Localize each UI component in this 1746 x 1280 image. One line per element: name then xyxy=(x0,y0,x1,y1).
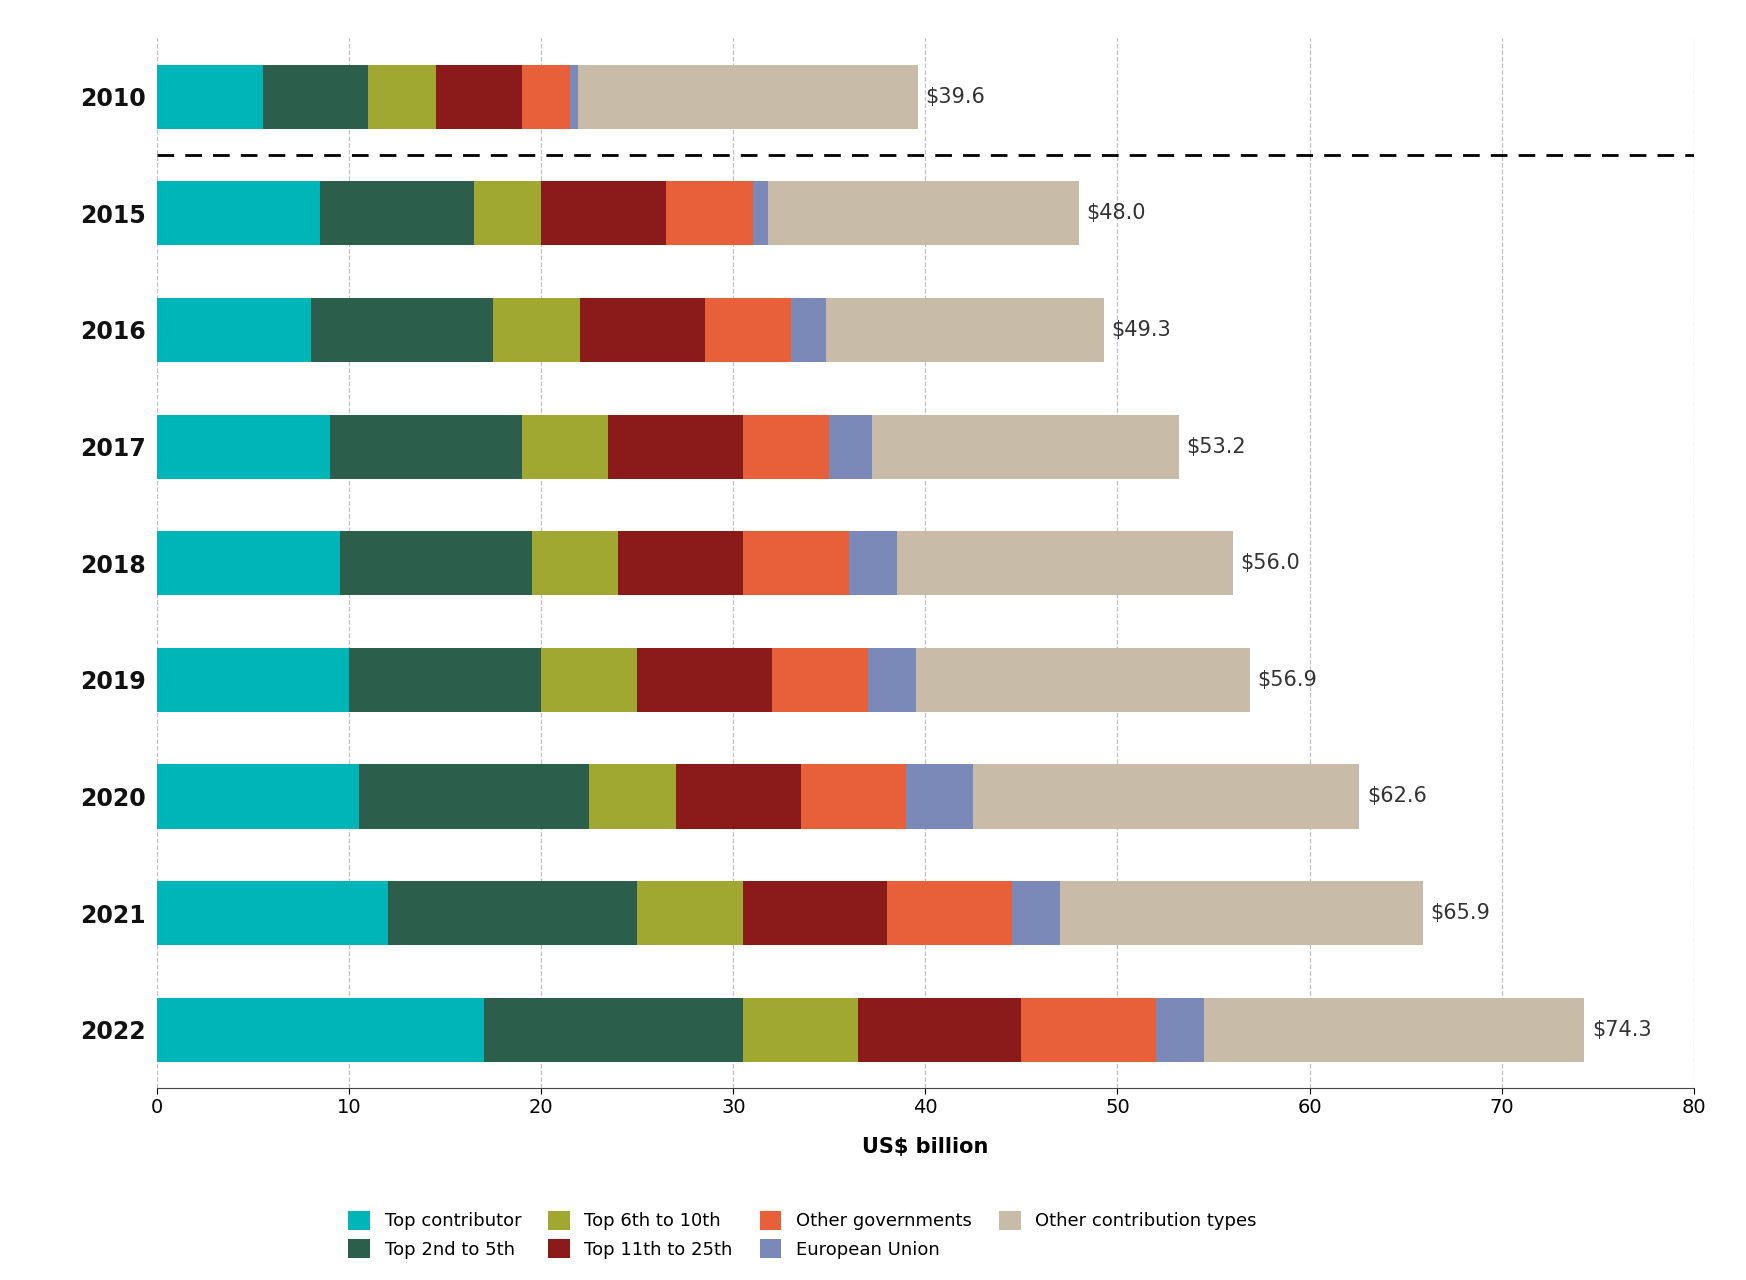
Bar xyxy=(768,182,1079,246)
Bar xyxy=(1060,881,1423,945)
Bar xyxy=(887,881,1013,945)
Bar xyxy=(744,997,859,1062)
Bar xyxy=(522,64,571,129)
Bar xyxy=(705,298,791,362)
Bar xyxy=(974,764,1360,828)
Text: $74.3: $74.3 xyxy=(1592,1020,1652,1039)
Bar xyxy=(388,881,637,945)
Bar xyxy=(157,64,264,129)
Bar xyxy=(157,648,349,712)
Bar xyxy=(906,764,974,828)
Bar xyxy=(541,182,667,246)
Bar xyxy=(609,415,744,479)
Bar xyxy=(157,881,388,945)
Text: $62.6: $62.6 xyxy=(1367,786,1426,806)
Bar xyxy=(1013,881,1060,945)
Legend: Top contributor, Top 2nd to 5th, Top 6th to 10th, Top 11th to 25th, Other govern: Top contributor, Top 2nd to 5th, Top 6th… xyxy=(339,1202,1266,1267)
X-axis label: US$ billion: US$ billion xyxy=(863,1137,988,1157)
Text: $56.9: $56.9 xyxy=(1257,669,1318,690)
Bar xyxy=(368,64,436,129)
Bar xyxy=(580,298,705,362)
Bar xyxy=(157,182,321,246)
Bar xyxy=(339,531,533,595)
Bar xyxy=(264,64,368,129)
Bar xyxy=(1205,997,1584,1062)
Bar xyxy=(801,764,906,828)
Bar xyxy=(157,997,484,1062)
Bar xyxy=(637,881,744,945)
Bar xyxy=(1156,997,1205,1062)
Text: $56.0: $56.0 xyxy=(1240,553,1301,573)
Bar xyxy=(157,531,339,595)
Bar xyxy=(157,415,330,479)
Text: $39.6: $39.6 xyxy=(925,87,985,106)
Bar xyxy=(637,648,772,712)
Text: $53.2: $53.2 xyxy=(1187,436,1247,457)
Bar xyxy=(917,648,1250,712)
Bar xyxy=(541,648,637,712)
Bar xyxy=(571,64,578,129)
Bar xyxy=(1021,997,1156,1062)
Bar xyxy=(157,764,360,828)
Text: $65.9: $65.9 xyxy=(1430,904,1491,923)
Bar xyxy=(871,415,1179,479)
Bar xyxy=(360,764,590,828)
Bar xyxy=(829,415,871,479)
Text: $48.0: $48.0 xyxy=(1086,204,1145,223)
Bar xyxy=(330,415,522,479)
Bar xyxy=(436,64,522,129)
Bar xyxy=(744,531,849,595)
Bar xyxy=(321,182,475,246)
Bar xyxy=(475,182,541,246)
Bar xyxy=(349,648,541,712)
Bar xyxy=(826,298,1103,362)
Bar xyxy=(590,764,676,828)
Bar xyxy=(772,648,868,712)
Bar xyxy=(868,648,917,712)
Bar xyxy=(157,298,311,362)
Bar xyxy=(311,298,494,362)
Bar xyxy=(667,182,753,246)
Bar xyxy=(618,531,744,595)
Bar xyxy=(897,531,1233,595)
Bar xyxy=(849,531,897,595)
Bar xyxy=(484,997,744,1062)
Bar xyxy=(744,415,829,479)
Text: $49.3: $49.3 xyxy=(1112,320,1172,340)
Bar xyxy=(753,182,768,246)
Bar xyxy=(744,881,887,945)
Bar xyxy=(533,531,618,595)
Bar xyxy=(791,298,826,362)
Bar xyxy=(859,997,1021,1062)
Bar xyxy=(522,415,609,479)
Bar xyxy=(494,298,580,362)
Bar xyxy=(676,764,801,828)
Bar xyxy=(578,64,918,129)
